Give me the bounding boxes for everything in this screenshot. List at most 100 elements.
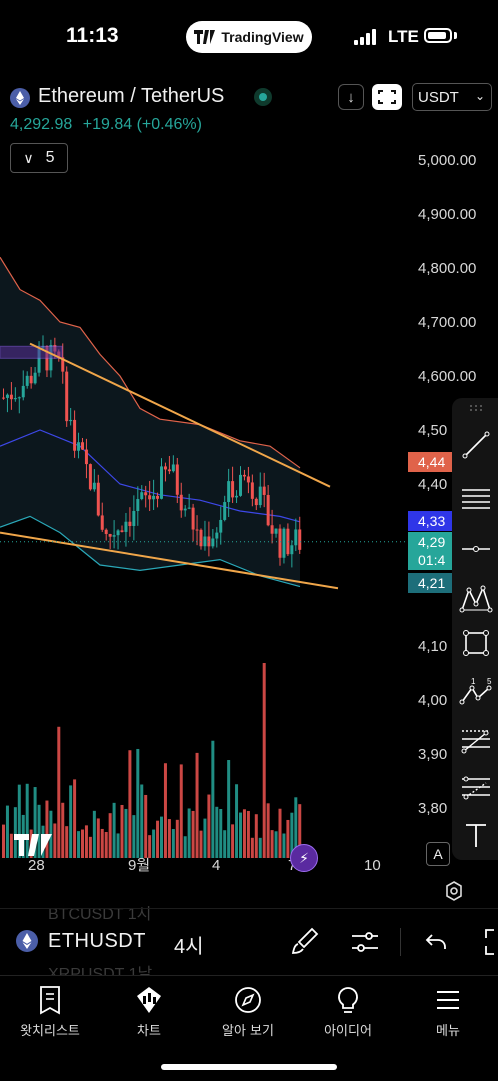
trend-line-tool[interactable] — [458, 428, 494, 462]
price-chart[interactable]: 5,000.00 4,900.00 4,800.00 4,700.00 4,600.00… — [0, 140, 498, 908]
undo-icon[interactable] — [424, 930, 448, 954]
candle-body — [21, 385, 25, 398]
price-tag-label: 4,21 — [418, 575, 445, 591]
upper-trendline — [29, 342, 331, 488]
volume-bar — [92, 810, 96, 858]
chart-settings-icon[interactable] — [444, 880, 464, 902]
auto-scale-button[interactable]: A — [426, 842, 450, 866]
volume-bar — [136, 748, 140, 858]
candle-body — [262, 486, 266, 495]
volume-bar — [128, 750, 132, 858]
price-line: 4,292.98 +19.84 (+0.46%) — [10, 116, 202, 134]
price-tick-label: 4,00 — [418, 692, 447, 709]
upper-band-line — [0, 256, 301, 469]
fib-retracement-tool[interactable] — [458, 724, 494, 758]
volume-bar — [215, 806, 219, 858]
lower-band-line — [0, 515, 301, 588]
candle-body — [77, 442, 81, 451]
time-axis[interactable]: 289월4710 — [28, 857, 381, 874]
volume-bar — [140, 784, 144, 858]
nav-ideas[interactable]: 아이디어 — [298, 984, 398, 1039]
volume-bar — [219, 808, 223, 858]
pattern-icon — [459, 585, 493, 613]
time-tick-label: 9월 — [128, 857, 150, 874]
candle-body — [124, 521, 128, 532]
volume-bar — [112, 802, 116, 858]
candle-body — [274, 528, 278, 534]
candle-body — [69, 419, 73, 422]
currency-select[interactable]: USDT ⌄ — [412, 83, 492, 111]
candle-body — [156, 495, 160, 499]
volume-bar — [187, 808, 191, 858]
candle-body — [148, 495, 152, 500]
volume-bar — [132, 815, 136, 858]
nav-watchlist[interactable]: 왓치리스트 — [0, 984, 100, 1039]
candle-body — [120, 530, 124, 532]
drawings[interactable] — [0, 342, 408, 590]
chevron-down-icon: ∨ — [23, 149, 34, 166]
tradingview-pill[interactable]: TradingView — [186, 21, 312, 53]
nav-chart[interactable]: 차트 — [99, 984, 199, 1039]
price-axis[interactable]: 5,000.00 4,900.00 4,800.00 4,700.00 4,600.00… — [418, 152, 476, 817]
price-tag: 4,33 — [408, 511, 452, 531]
fullscreen-corner-icon[interactable] — [480, 928, 498, 956]
symbol-button[interactable]: ETHUSDT — [48, 930, 146, 952]
candle-body — [282, 528, 286, 558]
price-tag-bg — [408, 550, 452, 570]
volume-bar — [84, 825, 88, 858]
volume-bar — [239, 812, 242, 858]
volume-bar — [278, 808, 282, 858]
candle-body — [61, 357, 65, 372]
volume-bar — [96, 818, 100, 858]
tradingview-logo-icon — [194, 30, 216, 44]
drag-handle-icon[interactable] — [458, 398, 494, 418]
volume-bar — [235, 784, 239, 858]
candle-body — [100, 515, 104, 530]
scroll-down-button[interactable]: ↓ — [338, 84, 364, 110]
volume-bar — [171, 829, 175, 858]
nav-menu[interactable]: 메뉴 — [398, 984, 498, 1039]
indicators-toggle[interactable]: ∨ 5 — [10, 143, 68, 173]
volume-bar — [77, 831, 81, 858]
candle-body — [136, 499, 140, 511]
candle-body — [25, 375, 29, 386]
volume-bar — [104, 832, 108, 858]
pair-title[interactable]: Ethereum / TetherUS — [38, 85, 225, 107]
price-tag-bg — [408, 511, 452, 531]
fullscreen-button[interactable] — [372, 84, 402, 110]
nav-label: 왓치리스트 — [20, 1024, 80, 1039]
text-tool[interactable] — [458, 818, 494, 852]
brush-icon[interactable] — [290, 926, 320, 956]
horizontal-lines-tool[interactable] — [458, 482, 494, 516]
price-tick-label: 3,80 — [418, 800, 447, 817]
price-tick-label: 4,40 — [418, 476, 447, 493]
fib-channel-tool[interactable] — [458, 770, 494, 804]
volume-bar — [116, 833, 120, 858]
horizontal-line-tool[interactable] — [458, 532, 494, 566]
candle-body — [187, 507, 191, 509]
nav-explore[interactable]: 알아 보기 — [198, 984, 298, 1039]
candle-body — [144, 492, 148, 496]
candle-body — [33, 372, 37, 384]
volume-bar — [124, 808, 128, 858]
price-tag-bg — [408, 573, 452, 593]
battery-icon — [424, 28, 452, 43]
candle-body — [112, 535, 116, 537]
nav-label: 아이디어 — [324, 1024, 372, 1039]
lightning-icon[interactable]: ⚡ — [290, 844, 318, 872]
rectangle-tool[interactable] — [458, 626, 494, 660]
interval-button[interactable]: 4시 — [174, 936, 204, 958]
indicator-settings-icon[interactable] — [350, 928, 380, 956]
price-tick-label: 4,10 — [418, 638, 447, 655]
candlesticks — [2, 335, 302, 568]
price-tick-label: 4,50 — [418, 422, 447, 439]
pattern-tool[interactable] — [458, 582, 494, 616]
candle-body — [132, 510, 136, 527]
candle-body — [167, 469, 171, 472]
candle-body — [81, 442, 84, 450]
arrow-down-icon: ↓ — [347, 88, 355, 106]
market-open-icon[interactable] — [254, 88, 272, 106]
candle-body — [195, 529, 199, 531]
